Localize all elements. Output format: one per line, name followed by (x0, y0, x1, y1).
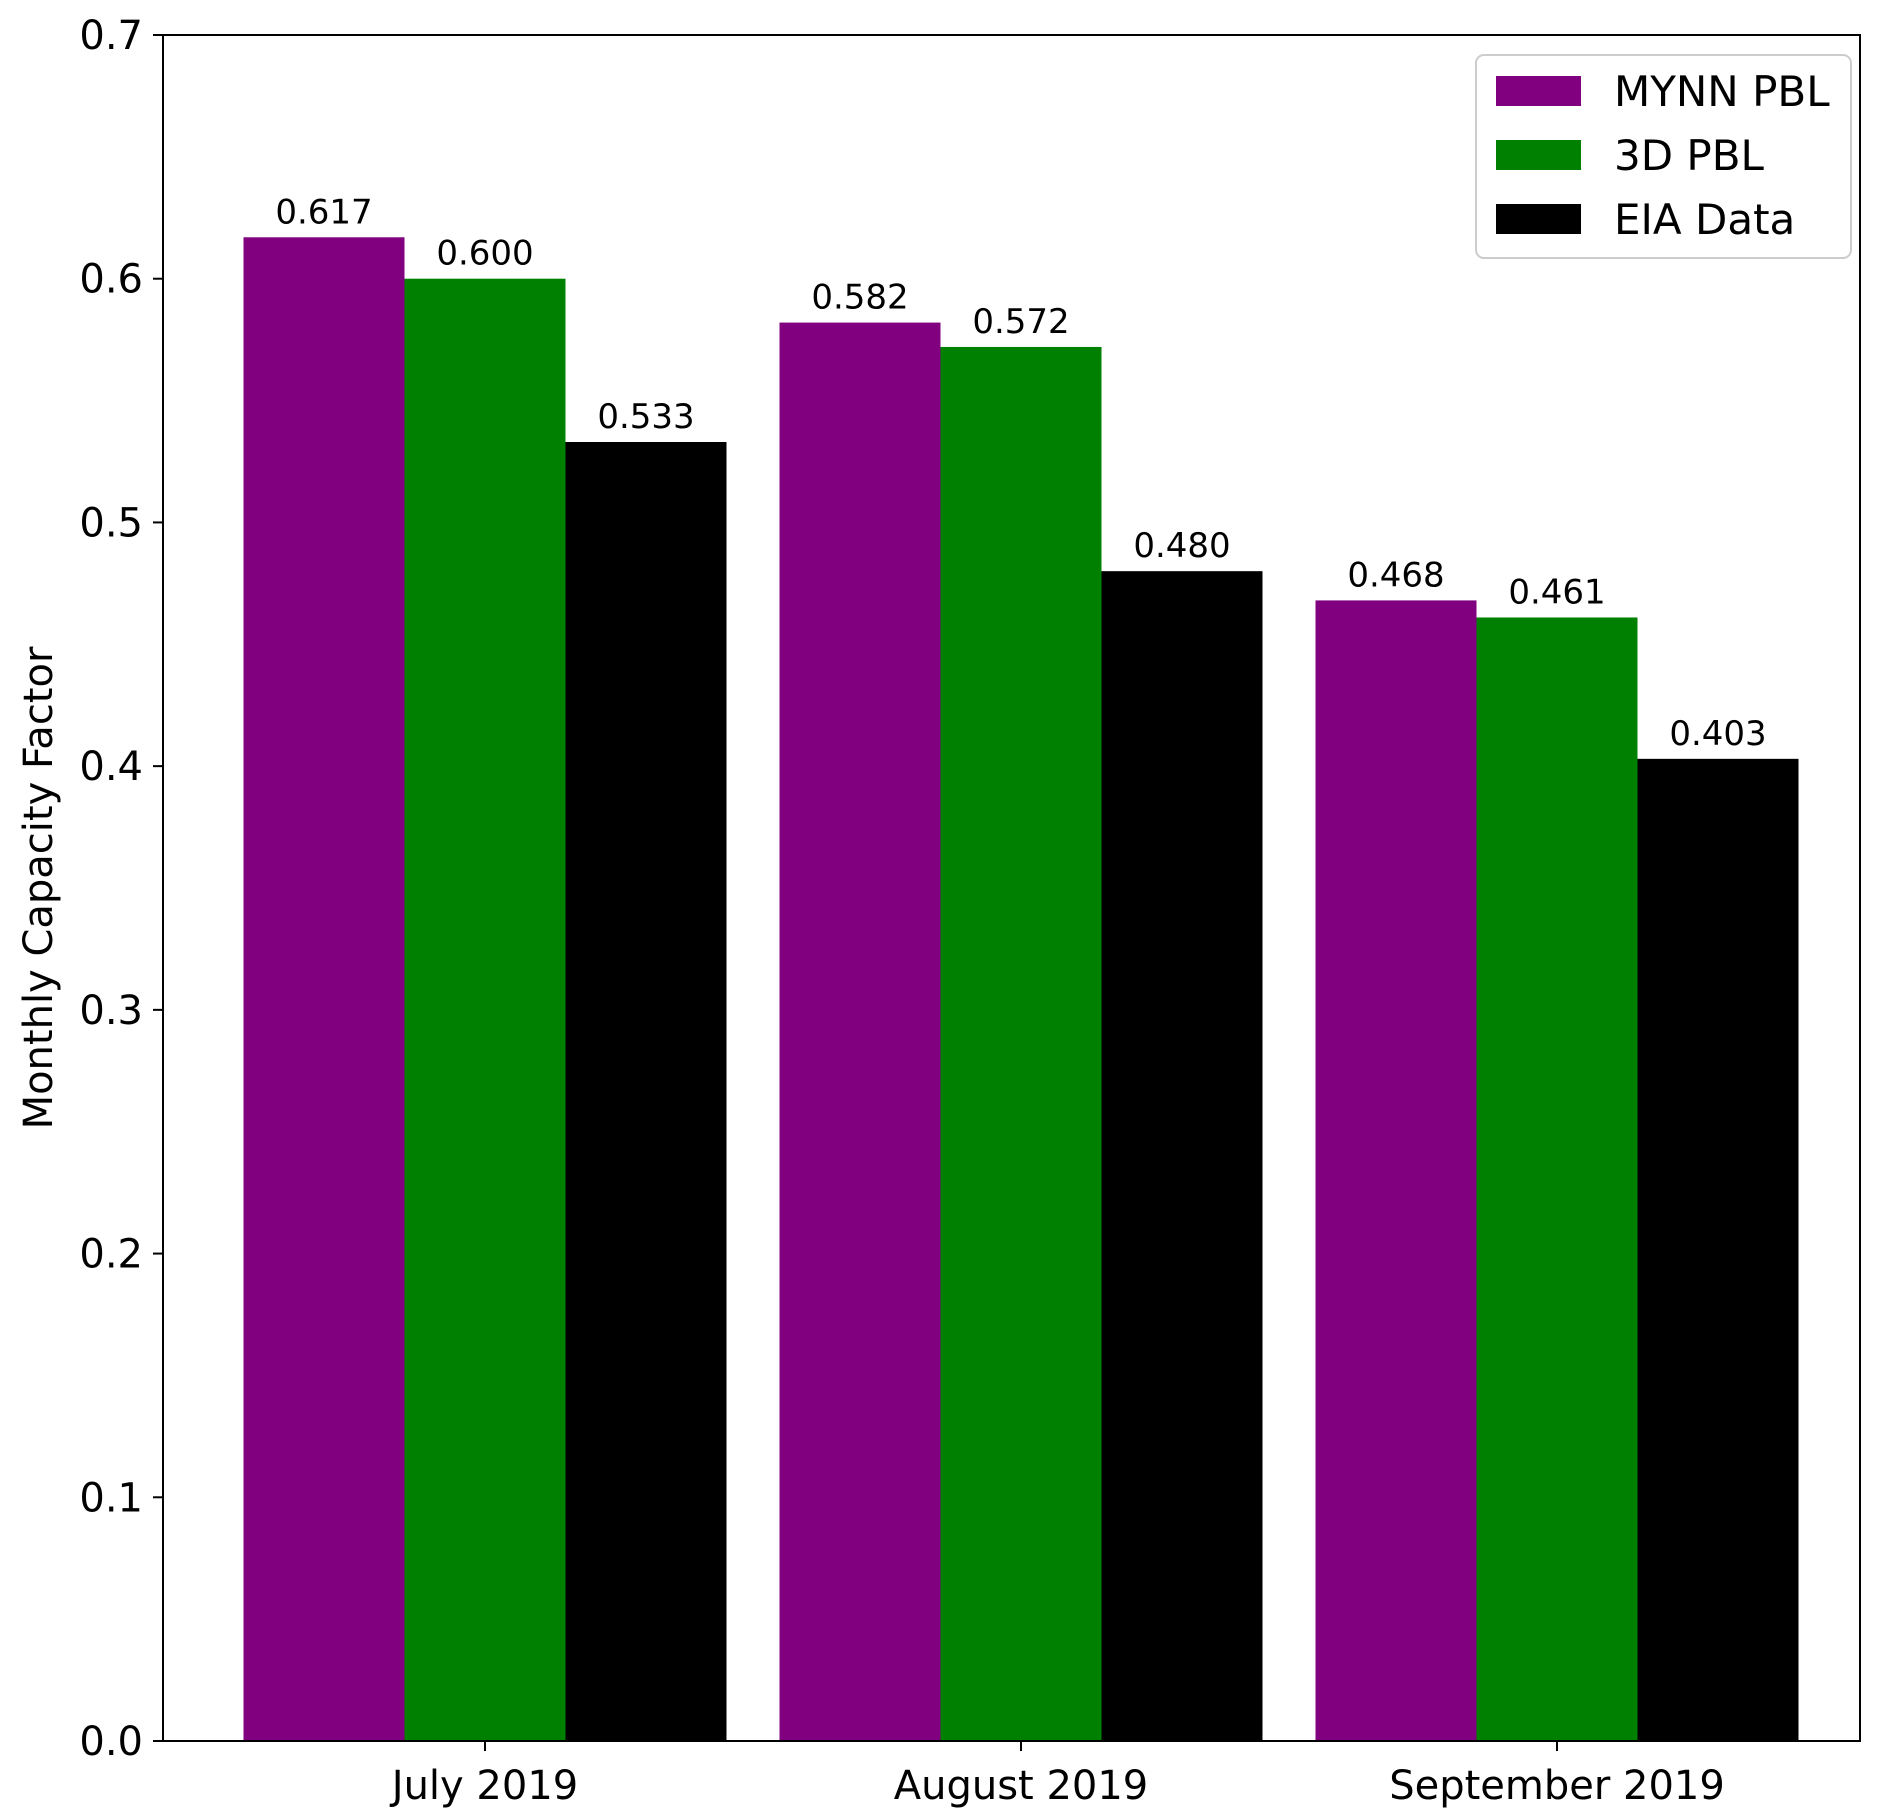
bar-value-label: 0.572 (972, 302, 1069, 342)
x-tick-label: September 2019 (1389, 1763, 1725, 1809)
bar-value-label: 0.480 (1133, 526, 1230, 566)
legend-swatch (1496, 204, 1581, 234)
bar-eia-data-1 (1101, 571, 1263, 1742)
bar-eia-data-2 (1637, 758, 1799, 1741)
bar-3d-pbl-2 (1476, 617, 1638, 1741)
bar-value-label: 0.617 (275, 192, 372, 232)
y-tick-label: 0.0 (79, 1719, 143, 1765)
bar-value-label: 0.600 (436, 234, 533, 274)
y-tick-label: 0.4 (79, 744, 143, 790)
x-tick-label: July 2019 (389, 1763, 578, 1809)
legend-swatch (1496, 76, 1581, 106)
y-tick-label: 0.2 (79, 1232, 143, 1278)
bar-mynn-pbl-1 (779, 322, 941, 1741)
y-axis-label: Monthly Capacity Factor (16, 646, 62, 1129)
y-tick-label: 0.5 (79, 500, 143, 546)
x-axis: July 2019 August 2019 September 2019 (389, 1741, 1725, 1809)
bar-value-label: 0.403 (1669, 714, 1766, 754)
legend-label: MYNN PBL (1614, 67, 1830, 116)
bar-mynn-pbl-2 (1315, 600, 1477, 1741)
bar-labels-layer: 0.617 0.582 0.468 0.600 0.572 0.461 0.533 0.480… (275, 192, 1766, 754)
bar-eia-data-0 (565, 442, 727, 1741)
y-tick-label: 0.1 (79, 1475, 143, 1521)
bar-3d-pbl-1 (940, 346, 1102, 1741)
bar-value-label: 0.461 (1508, 572, 1605, 612)
y-tick-label: 0.6 (79, 257, 143, 303)
legend-label: EIA Data (1614, 195, 1795, 244)
y-tick-label: 0.3 (79, 988, 143, 1034)
y-axis: 0.0 0.1 0.2 0.3 0.4 0.5 0.6 0.7 (79, 13, 163, 1765)
y-tick-label: 0.7 (79, 13, 143, 59)
x-tick-label: August 2019 (894, 1763, 1149, 1809)
legend: MYNN PBL 3D PBL EIA Data (1475, 54, 1852, 259)
plot-frame (162, 34, 1861, 1742)
bar-3d-pbl-0 (404, 278, 566, 1741)
bar-mynn-pbl-0 (243, 237, 405, 1742)
bar-value-label: 0.582 (811, 278, 908, 318)
legend-swatch (1496, 140, 1581, 170)
bars-layer (243, 237, 1799, 1742)
bar-value-label: 0.468 (1347, 555, 1444, 595)
bar-value-label: 0.533 (597, 397, 694, 437)
legend-label: 3D PBL (1614, 131, 1765, 180)
